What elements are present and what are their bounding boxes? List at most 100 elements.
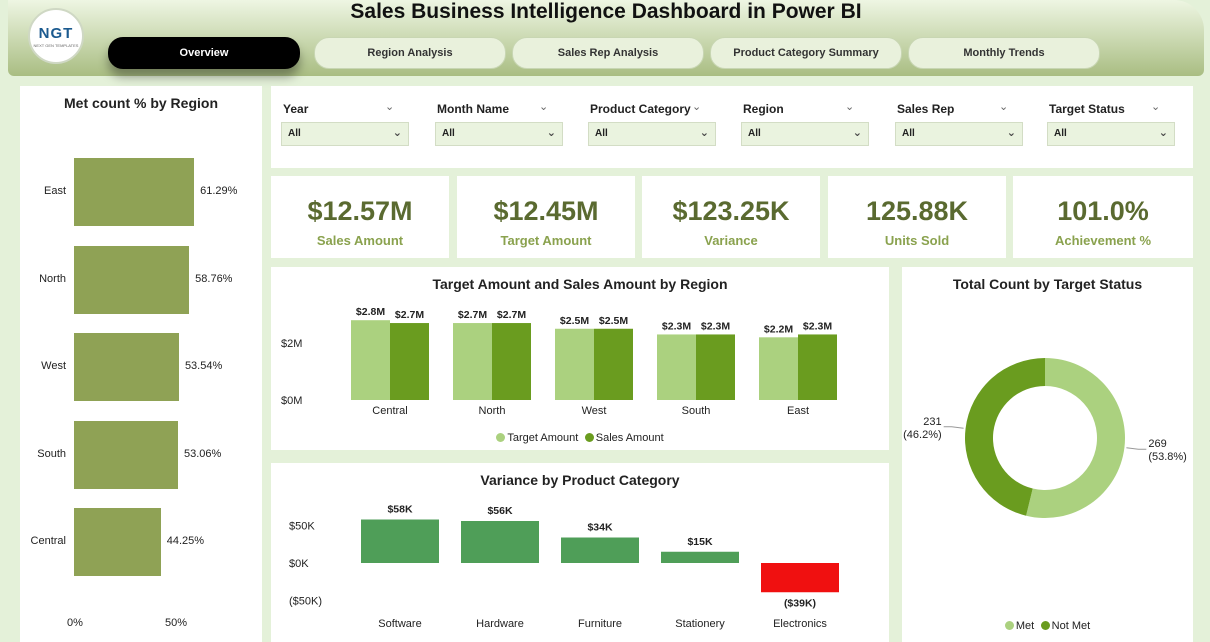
kpi-value: $123.25K	[672, 196, 790, 226]
data-label: $15K	[687, 536, 713, 548]
tab-product-category-summary[interactable]: Product Category Summary	[710, 37, 902, 69]
kpi-value: 125.88K	[865, 196, 969, 226]
chevron-down-icon[interactable]: ⌄	[539, 101, 549, 113]
product-category-dropdown[interactable]: All ⌄	[588, 122, 716, 146]
legend-dot	[1004, 621, 1014, 630]
chevron-down-icon[interactable]: ⌄	[1151, 101, 1161, 113]
y-tick-label: $0K	[289, 558, 309, 570]
bar-stationery[interactable]	[661, 551, 739, 563]
legend-item[interactable]: Not Met	[1040, 620, 1090, 632]
data-label: $2.3M	[701, 320, 730, 332]
bar-category-label: South	[37, 447, 66, 460]
filter-label: Month Name	[437, 102, 509, 116]
variance-panel: Variance by Product Category $50K $0K ($50…	[271, 463, 889, 642]
kpi-label: Target Amount	[500, 233, 592, 248]
chevron-down-icon: ⌄	[546, 127, 556, 139]
target-sales-chart: $2M $0M $2.8M $2.7M Central $2.7M $2.7M North $2…	[281, 306, 837, 417]
target-status-dropdown[interactable]: All ⌄	[1047, 122, 1175, 146]
x-axis-tick: 0%	[67, 617, 83, 629]
target-status-chart: 269(53.8%) 231(46.2%)	[903, 358, 1187, 518]
bar-target-amount[interactable]	[555, 328, 594, 400]
chevron-down-icon[interactable]: ⌄	[845, 101, 855, 113]
bar-south[interactable]	[74, 420, 178, 489]
x-tick-label: Hardware	[476, 618, 524, 630]
region-dropdown[interactable]: All ⌄	[741, 122, 869, 146]
bar-sales-amount[interactable]	[798, 334, 837, 400]
bar-category-label: East	[43, 185, 66, 197]
legend: Target Amount Sales Amount	[271, 429, 889, 447]
dropdown-value: All	[902, 128, 915, 139]
kpi-achievement: 101.0% Achievement %	[1013, 176, 1193, 258]
bar-target-amount[interactable]	[453, 323, 492, 400]
filter-label: Sales Rep	[897, 102, 955, 116]
chevron-down-icon[interactable]: ⌄	[385, 101, 395, 113]
legend-label: Target Amount	[507, 431, 579, 444]
tab-sales-rep-analysis[interactable]: Sales Rep Analysis	[512, 37, 704, 69]
legend-label: Met	[1015, 619, 1035, 632]
filter-label: Product Category	[590, 102, 691, 116]
dropdown-value: All	[595, 128, 608, 139]
kpi-variance: $123.25K Variance	[642, 176, 820, 258]
bar-hardware[interactable]	[461, 521, 539, 563]
data-label: $58K	[387, 504, 413, 516]
chevron-down-icon[interactable]: ⌄	[692, 101, 702, 113]
logo-text: NGT	[38, 24, 74, 42]
bar-software[interactable]	[361, 519, 439, 564]
dropdown-value: All	[1054, 128, 1067, 139]
legend-item[interactable]: Sales Amount	[584, 432, 664, 444]
x-tick-label: West	[582, 405, 607, 417]
bar-central[interactable]	[74, 508, 161, 576]
x-tick-label: North	[479, 405, 506, 417]
sales-rep-dropdown[interactable]: All ⌄	[895, 122, 1023, 146]
slice-met[interactable]	[1026, 358, 1125, 518]
bar-target-amount[interactable]	[759, 337, 798, 400]
leader-line	[943, 426, 964, 429]
tab-overview[interactable]: Overview	[108, 37, 300, 69]
tab-region-analysis[interactable]: Region Analysis	[314, 37, 506, 69]
data-label: $34K	[587, 522, 613, 534]
bar-sales-amount[interactable]	[696, 334, 735, 400]
chevron-down-icon[interactable]: ⌄	[999, 101, 1009, 113]
legend-dot	[1040, 621, 1050, 630]
bar-sales-amount[interactable]	[492, 323, 531, 400]
legend: Met Not Met	[902, 617, 1193, 635]
bar-north[interactable]	[74, 245, 190, 314]
bar-electronics[interactable]	[761, 563, 839, 593]
data-label: $2.7M	[458, 309, 487, 321]
tab-monthly-trends[interactable]: Monthly Trends	[908, 37, 1100, 69]
filter-label: Year	[283, 102, 309, 116]
data-label: $2.5M	[599, 315, 628, 327]
chevron-down-icon: ⌄	[852, 127, 862, 139]
bar-target-amount[interactable]	[351, 320, 390, 400]
data-label: $2.5M	[560, 315, 589, 327]
bar-category-label: Central	[30, 535, 66, 547]
kpi-sales-amount: $12.57M Sales Amount	[271, 176, 449, 258]
y-tick-label: $0M	[281, 395, 302, 407]
target-sales-title: Target Amount and Sales Amount by Region	[432, 276, 728, 292]
bar-east[interactable]	[74, 158, 195, 226]
chevron-down-icon: ⌄	[392, 127, 402, 139]
slice-value-label: 269	[1148, 438, 1166, 450]
slice-pct-label: (46.2%)	[903, 429, 942, 441]
legend-item[interactable]: Target Amount	[496, 432, 578, 444]
x-tick-label: Electronics	[773, 618, 827, 630]
variance-chart: $50K $0K ($50K) $58K Software $56K Hardware $34…	[289, 504, 839, 630]
legend-item[interactable]: Met	[1004, 619, 1035, 632]
bar-furniture[interactable]	[561, 537, 639, 564]
month-name-dropdown[interactable]: All ⌄	[435, 122, 563, 146]
chevron-down-icon: ⌄	[1006, 127, 1016, 139]
x-tick-label: East	[787, 405, 809, 417]
bar-value-label: 58.76%	[195, 272, 233, 285]
data-label: $2.3M	[803, 320, 832, 332]
filter-panel: Year ⌄ All ⌄ Month Name ⌄ All ⌄ Product Ca…	[271, 86, 1193, 168]
slice-not-met[interactable]	[965, 358, 1045, 516]
bar-sales-amount[interactable]	[390, 323, 429, 400]
bar-category-label: North	[39, 272, 66, 285]
kpi-value: $12.57M	[307, 196, 413, 226]
bar-sales-amount[interactable]	[594, 328, 633, 400]
y-tick-label: ($50K)	[289, 596, 322, 608]
bar-value-label: 53.06%	[183, 447, 222, 460]
bar-west[interactable]	[74, 333, 179, 401]
year-dropdown[interactable]: All ⌄	[281, 122, 409, 146]
bar-target-amount[interactable]	[657, 334, 696, 400]
